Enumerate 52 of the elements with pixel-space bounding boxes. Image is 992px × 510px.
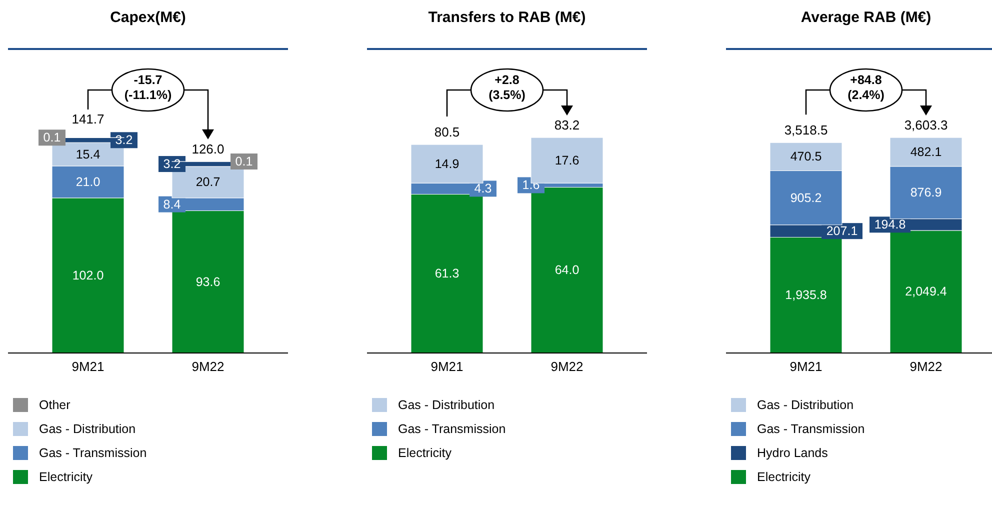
data-label: 15.4 [76,147,100,162]
data-label: 2,049.4 [905,284,947,299]
legend-label: Electricity [39,470,94,484]
text: +84.8 (2.4%) [848,73,884,102]
data-label: 102.0 [72,268,104,282]
chart-title: Transfers to RAB (M€) [428,9,586,26]
data-label: 8.4 [163,197,181,212]
data-label: 1,935.8 [785,288,827,302]
total-label: 141.7 [72,112,104,127]
data-label: 64.0 [554,263,580,278]
legend-label: Other [39,398,70,412]
total-label: 80.5 [434,124,460,140]
data-label: 470.5 [790,150,822,164]
data-label: 14.9 [434,156,460,171]
text: -15.7 (-11.1%) [124,73,172,102]
data-label: 4.3 [474,182,492,196]
data-label: 0.1 [235,154,253,169]
x-tick-label: 9M21 [72,359,104,374]
legend-label: Gas - Transmission [398,422,506,436]
total-label: 83.2 [554,118,580,133]
x-tick-label: 9M21 [790,359,822,374]
data-label: 61.3 [434,266,460,281]
chart-title: Capex(M€) [110,9,186,26]
x-tick-label: 9M21 [430,359,464,374]
legend-label: Gas - Distribution [39,422,136,436]
x-tick-label: 9M22 [192,359,224,374]
data-label: 876.9 [910,186,942,200]
legend-label: Gas - Transmission [757,422,865,436]
legend-label: Gas - Distribution [757,398,854,412]
data-label: 3.2 [163,157,181,172]
legend-label: Gas - Distribution [398,398,495,412]
data-label: 21.0 [76,174,100,189]
total-label: 3,518.5 [784,122,828,138]
legend-label: Hydro Lands [757,446,828,460]
legend-label: Electricity [398,446,452,460]
data-label: 17.6 [554,153,580,168]
data-label: 0.1 [43,130,61,145]
data-label: 20.7 [196,175,220,190]
legend-label: Electricity [757,470,812,484]
total-label: 126.0 [192,141,224,156]
x-tick-label: 9M22 [910,359,942,374]
total-label: 3,603.3 [904,118,948,133]
data-label: 194.8 [874,218,906,232]
legend-label: Gas - Transmission [39,446,147,460]
data-label: 905.2 [790,190,822,205]
x-tick-label: 9M22 [550,359,584,374]
data-label: 207.1 [826,224,858,238]
text: +2.8 (3.5%) [488,73,526,102]
data-label: 3.2 [115,133,133,148]
data-label: 93.6 [196,274,220,289]
chart-title: Average RAB (M€) [800,9,932,26]
data-label: 482.1 [910,144,942,159]
